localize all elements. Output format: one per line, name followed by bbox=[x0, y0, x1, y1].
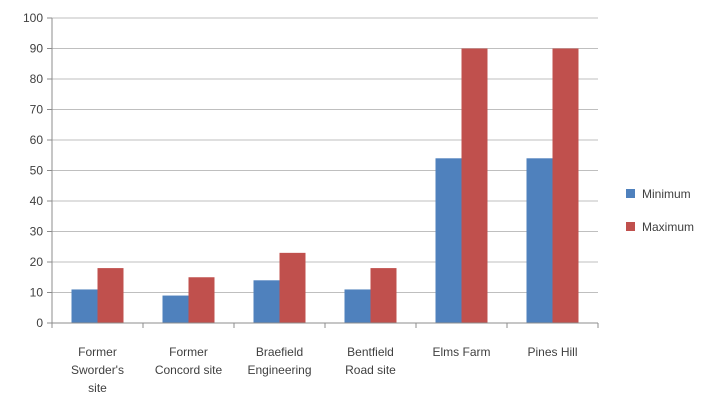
x-category-label-line: Road site bbox=[345, 363, 396, 377]
y-tick-label: 10 bbox=[30, 286, 44, 300]
x-category-label-line: site bbox=[88, 381, 107, 395]
x-category-label-line: Engineering bbox=[247, 363, 311, 377]
y-tick-label: 80 bbox=[30, 72, 44, 86]
y-tick-label: 60 bbox=[30, 133, 44, 147]
x-category-label: Former Sworder's site bbox=[71, 345, 124, 395]
x-category-label: Bentfield Road site bbox=[345, 345, 396, 377]
x-category-label: Braefield Engineering bbox=[247, 345, 311, 377]
x-category-label-line: Former bbox=[169, 345, 208, 359]
x-category-label-line: Elms Farm bbox=[433, 345, 491, 359]
y-tick-label: 100 bbox=[23, 11, 43, 25]
y-tick-label: 30 bbox=[30, 225, 44, 239]
x-category-label-line: Former bbox=[78, 345, 117, 359]
y-tick-label: 90 bbox=[30, 42, 44, 56]
bar-minimum-4 bbox=[435, 158, 462, 323]
legend-swatch-minimum bbox=[626, 189, 635, 198]
legend-swatch-maximum bbox=[626, 222, 635, 231]
x-category-label-line: Sworder's bbox=[71, 363, 124, 377]
x-axis-labels: Former Sworder's site Former Concord site Bra… bbox=[71, 345, 578, 395]
y-tick-label: 0 bbox=[36, 316, 43, 330]
y-tick-label: 20 bbox=[30, 255, 44, 269]
bar-minimum-0 bbox=[71, 289, 98, 323]
gridlines bbox=[52, 17, 598, 324]
x-category-label-line: Braefield bbox=[256, 345, 303, 359]
x-category-label: Elms Farm bbox=[433, 345, 491, 359]
legend-label-minimum: Minimum bbox=[642, 187, 691, 201]
legend-label-maximum: Maximum bbox=[642, 220, 694, 234]
bar-minimum-2 bbox=[253, 280, 280, 323]
x-category-label-line: Bentfield bbox=[347, 345, 394, 359]
bar-maximum-4 bbox=[461, 48, 488, 323]
x-category-label-line: Pines Hill bbox=[527, 345, 577, 359]
bar-maximum-0 bbox=[97, 268, 124, 323]
x-category-label: Former Concord site bbox=[155, 345, 223, 377]
bar-minimum-3 bbox=[344, 289, 371, 323]
bar-maximum-3 bbox=[370, 268, 397, 323]
x-category-label-line: Concord site bbox=[155, 363, 223, 377]
bars bbox=[71, 48, 579, 323]
y-tick-label: 70 bbox=[30, 103, 44, 117]
y-tick-label: 50 bbox=[30, 164, 44, 178]
bar-maximum-5 bbox=[552, 48, 579, 323]
y-axis-ticks: 0 10 20 30 40 50 60 70 80 90 100 bbox=[23, 11, 52, 330]
legend: Minimum Maximum bbox=[626, 187, 694, 234]
axes bbox=[51, 18, 599, 328]
bar-minimum-5 bbox=[526, 158, 553, 323]
y-tick-label: 40 bbox=[30, 194, 44, 208]
bar-minimum-1 bbox=[162, 295, 189, 323]
bar-maximum-2 bbox=[279, 252, 306, 323]
x-category-label: Pines Hill bbox=[527, 345, 577, 359]
bar-maximum-1 bbox=[188, 277, 215, 323]
